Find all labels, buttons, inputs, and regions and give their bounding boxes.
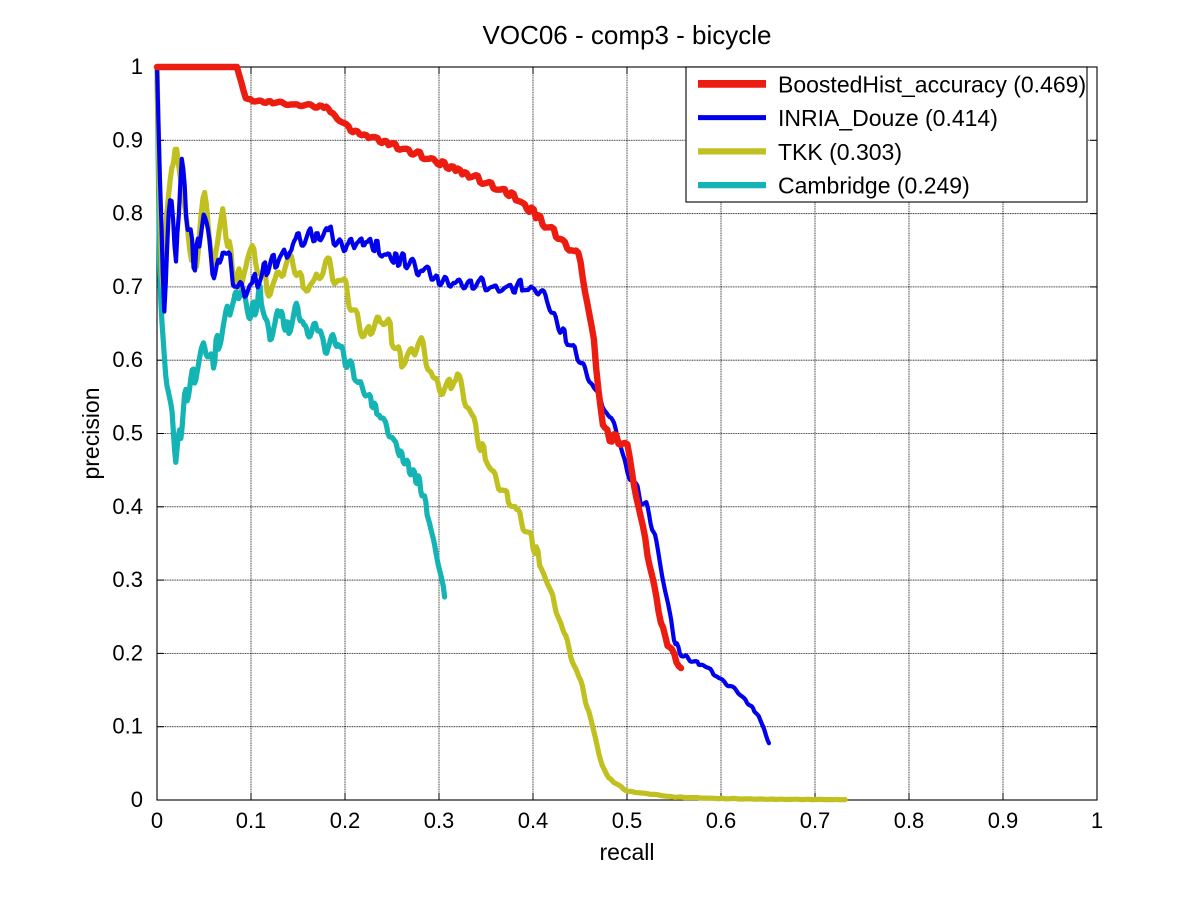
svg-text:1: 1 [1091, 808, 1103, 833]
svg-text:0.1: 0.1 [112, 714, 143, 739]
svg-text:0.5: 0.5 [612, 808, 643, 833]
svg-text:INRIA_Douze (0.414): INRIA_Douze (0.414) [778, 105, 998, 131]
svg-text:0.2: 0.2 [112, 640, 143, 665]
svg-text:0.4: 0.4 [112, 494, 143, 519]
svg-text:0.8: 0.8 [112, 201, 143, 226]
svg-text:VOC06 - comp3 - bicycle: VOC06 - comp3 - bicycle [483, 20, 772, 50]
svg-text:1: 1 [131, 54, 143, 79]
svg-text:0.7: 0.7 [800, 808, 831, 833]
svg-text:Cambridge (0.249): Cambridge (0.249) [778, 173, 970, 199]
svg-text:0.3: 0.3 [424, 808, 455, 833]
svg-text:BoostedHist_accuracy (0.469): BoostedHist_accuracy (0.469) [778, 71, 1086, 97]
svg-text:TKK (0.303): TKK (0.303) [778, 139, 902, 165]
svg-text:0: 0 [151, 808, 163, 833]
svg-text:0: 0 [131, 787, 143, 812]
svg-text:0.2: 0.2 [330, 808, 361, 833]
svg-text:0.7: 0.7 [112, 274, 143, 299]
svg-text:0.6: 0.6 [706, 808, 737, 833]
svg-text:0.8: 0.8 [894, 808, 925, 833]
svg-text:0.5: 0.5 [112, 421, 143, 446]
svg-text:0.6: 0.6 [112, 347, 143, 372]
svg-text:0.9: 0.9 [988, 808, 1019, 833]
svg-text:precision: precision [78, 387, 104, 479]
svg-text:recall: recall [600, 839, 655, 865]
svg-text:0.1: 0.1 [236, 808, 267, 833]
svg-text:0.9: 0.9 [112, 127, 143, 152]
svg-text:0.4: 0.4 [518, 808, 549, 833]
svg-text:0.3: 0.3 [112, 567, 143, 592]
